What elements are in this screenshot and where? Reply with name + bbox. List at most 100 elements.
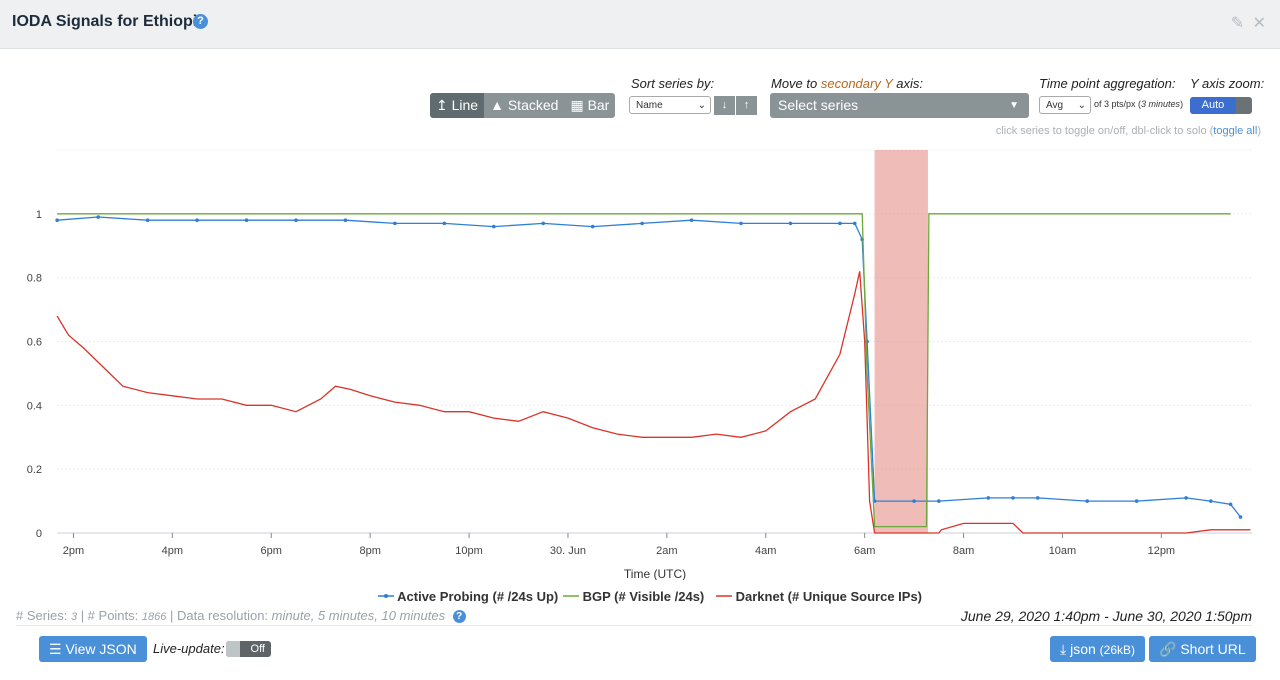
x-tick-label: 4pm — [162, 545, 183, 557]
series-point — [838, 221, 842, 226]
aggregation-select-value: Avg — [1046, 100, 1064, 111]
meta-series-count: 3 — [70, 611, 78, 623]
series-point — [912, 499, 916, 503]
line-view-label: Line — [451, 97, 479, 113]
series-point — [852, 221, 857, 226]
zoom-label: Y axis zoom: — [1190, 76, 1265, 91]
x-tick-label: 2pm — [63, 545, 84, 557]
series-hint: click series to toggle on/off, dbl-click… — [996, 125, 1261, 137]
secondary-axis-label: Move to secondary Y axis: — [771, 76, 923, 91]
secondary-axis-label-em: secondary Y — [820, 76, 893, 91]
secondary-axis-label-pre: Move to — [771, 76, 821, 91]
series-point — [244, 218, 249, 223]
y-tick-label: 0.6 — [27, 337, 42, 349]
sort-select-value: Name — [636, 100, 663, 111]
y-zoom-toggle[interactable]: Auto — [1190, 97, 1252, 114]
chevron-down-icon: ⌄ — [697, 100, 706, 111]
y-zoom-value: Auto — [1190, 97, 1236, 114]
edit-icon[interactable]: ✎ — [1230, 15, 1245, 32]
view-mode-group: ↥ Line ▲ Stacked ▦ Bar — [430, 93, 616, 118]
series-point — [145, 218, 150, 223]
bar-chart-icon: ▦ — [570, 97, 584, 113]
series-hint-close: ) — [1257, 125, 1261, 137]
series-point — [491, 224, 496, 229]
meta-points-label: | # Points: — [80, 608, 139, 623]
short-url-button[interactable]: 🔗 Short URL — [1149, 636, 1256, 662]
series-point — [1035, 496, 1040, 500]
series-point — [541, 221, 546, 226]
stacked-view-button[interactable]: ▲ Stacked — [484, 93, 565, 118]
x-axis-title: Time (UTC) — [624, 567, 686, 580]
meta-resolution-value: minute, 5 minutes, 10 minutes — [271, 608, 446, 623]
chevron-down-icon: ⌄ — [1077, 100, 1086, 111]
help-icon[interactable]: ? — [193, 14, 208, 29]
series-line-2[interactable] — [56, 271, 1251, 534]
legend-label: BGP (# Visible /24s) — [582, 589, 705, 604]
series-point — [640, 221, 644, 226]
meta-resolution-label: | Data resolution: — [170, 608, 269, 623]
legend-item-darknet[interactable]: Darknet (# Unique Source IPs) — [716, 589, 922, 604]
bar-view-label: Bar — [587, 97, 610, 113]
x-tick-label: 8am — [953, 545, 974, 557]
aggregation-note-em: 3 minutes — [1141, 99, 1181, 109]
live-update-label: Live-update: — [153, 641, 225, 656]
series-line-0[interactable] — [57, 216, 1242, 518]
bar-view-button[interactable]: ▦ Bar — [564, 93, 616, 118]
x-tick-label: 10pm — [455, 545, 483, 557]
legend-item-bgp[interactable]: BGP (# Visible /24s) — [563, 589, 704, 604]
toggle-all-link[interactable]: toggle all — [1213, 125, 1258, 137]
panel-title: IODA Signals for Ethiopia — [12, 13, 206, 31]
close-icon[interactable]: ✕ — [1252, 15, 1266, 32]
legend-label: Darknet (# Unique Source IPs) — [735, 589, 923, 604]
x-tick-label: 4am — [755, 545, 776, 557]
series-line-1[interactable] — [57, 213, 1231, 528]
series-point — [1011, 496, 1015, 500]
y-tick-label: 0.4 — [27, 400, 42, 412]
series-point — [195, 218, 199, 223]
sort-select[interactable]: Name ⌄ — [629, 96, 711, 114]
legend-item-active-probing[interactable]: Active Probing (# /24s Up) — [378, 589, 558, 604]
sort-descending-button[interactable]: ↓ — [714, 96, 735, 115]
y-tick-label: 0 — [36, 528, 42, 540]
legend-label: Active Probing (# /24s Up) — [397, 589, 559, 604]
series-point — [937, 499, 941, 503]
view-json-label: View JSON — [65, 641, 137, 657]
series-meta: # Series: 3 | # Points: 1866 | Data reso… — [16, 608, 466, 624]
series-hint-text: click series to toggle on/off, dbl-click… — [995, 125, 1214, 137]
line-chart-icon: ↥ — [436, 97, 448, 113]
line-view-button[interactable]: ↥ Line — [430, 93, 485, 118]
aggregation-note-pre: of 3 pts/px ( — [1094, 99, 1142, 109]
x-tick-label: 8pm — [359, 545, 380, 557]
series-point — [739, 221, 743, 226]
panel-title-text: IODA Signals for Ethiopia — [12, 13, 207, 30]
series-point — [1085, 499, 1089, 503]
toggle-knob — [226, 641, 240, 657]
y-tick-label: 0.8 — [27, 273, 42, 285]
date-range: June 29, 2020 1:40pm - June 30, 2020 1:5… — [960, 608, 1252, 624]
help-icon[interactable]: ? — [452, 610, 466, 623]
series-point — [442, 221, 447, 226]
meta-series-label: # Series: — [16, 608, 68, 623]
aggregation-note-post: ) — [1180, 99, 1184, 109]
sort-ascending-button[interactable]: ↑ — [736, 96, 757, 115]
list-icon: ☰ — [49, 641, 62, 657]
series-point — [1238, 515, 1243, 519]
aggregation-select[interactable]: Avg ⌄ — [1039, 96, 1091, 114]
short-url-label: Short URL — [1180, 641, 1246, 657]
meta-points-count: 1866 — [141, 611, 167, 623]
secondary-series-select[interactable]: Select series ▼ — [770, 93, 1029, 118]
series-point — [788, 221, 793, 226]
legend-swatch — [716, 595, 732, 597]
live-update-toggle[interactable]: Off — [226, 641, 271, 657]
secondary-axis-label-post: axis: — [892, 76, 923, 91]
series-point — [1209, 499, 1213, 503]
x-tick-label: 6am — [854, 545, 875, 557]
download-json-button[interactable]: ⤓ json (26kB) — [1050, 636, 1146, 662]
panel-header: IODA Signals for Ethiopia ? ✎ ✕ — [0, 0, 1280, 49]
x-tick-label: 30. Jun — [550, 545, 586, 557]
json-size: (26kB) — [1099, 643, 1136, 657]
series-point — [1184, 496, 1188, 500]
link-icon: 🔗 — [1159, 641, 1177, 657]
view-json-button[interactable]: ☰ View JSON — [39, 636, 147, 662]
series-point — [1228, 502, 1233, 507]
